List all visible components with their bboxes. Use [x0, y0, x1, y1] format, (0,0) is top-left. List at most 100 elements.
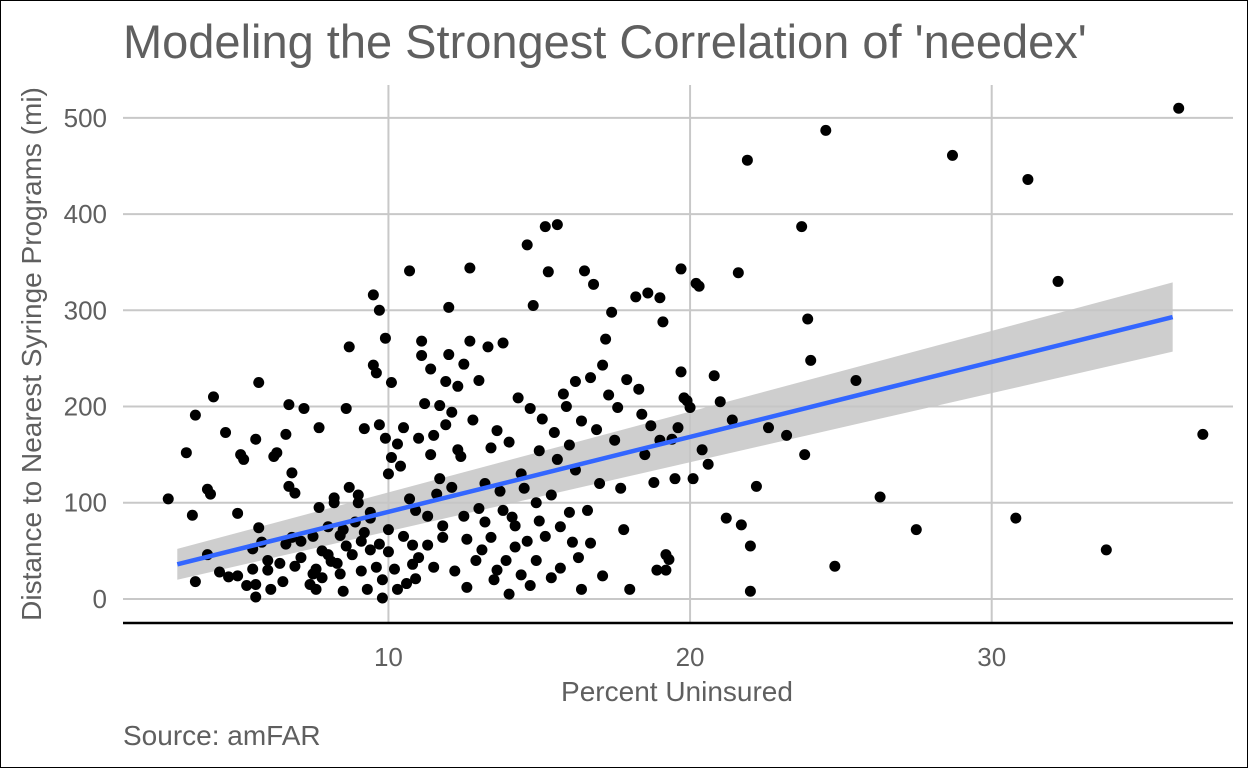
data-point [289, 560, 301, 572]
data-point [214, 566, 226, 578]
data-point [820, 124, 832, 136]
data-point [189, 576, 201, 588]
data-point [328, 492, 340, 504]
data-point [591, 424, 603, 436]
data-point [425, 363, 437, 375]
data-point [220, 426, 232, 438]
data-point [295, 552, 307, 564]
data-point [639, 449, 651, 461]
data-point [446, 406, 458, 418]
data-point [545, 489, 557, 501]
data-point [358, 423, 370, 435]
data-point [434, 473, 446, 485]
data-point [696, 444, 708, 456]
data-point [648, 477, 660, 489]
x-tick-label: 30 [977, 642, 1006, 672]
data-point [416, 350, 428, 362]
data-point [542, 266, 554, 278]
data-point [395, 460, 406, 472]
data-point [232, 507, 244, 519]
data-point [645, 420, 657, 432]
data-point [762, 422, 774, 434]
data-point [370, 561, 382, 573]
data-point [382, 546, 394, 558]
data-point [578, 265, 590, 277]
data-point [1052, 275, 1064, 287]
data-point [262, 564, 274, 576]
data-point [603, 389, 615, 401]
data-point [654, 292, 666, 304]
data-point [726, 414, 738, 426]
data-point [545, 572, 557, 584]
data-point [575, 415, 587, 427]
data-point [443, 349, 455, 361]
data-point [618, 524, 630, 536]
data-point [346, 549, 358, 561]
data-point [524, 579, 536, 591]
data-point [355, 565, 367, 577]
data-point [588, 278, 600, 290]
data-point [310, 563, 322, 575]
data-point [479, 516, 491, 528]
data-point [352, 497, 364, 509]
data-point [271, 447, 283, 459]
data-point [1010, 512, 1022, 524]
data-point [575, 583, 587, 595]
data-point [370, 367, 382, 379]
data-point [527, 299, 539, 311]
data-point [509, 541, 521, 553]
data-point [473, 375, 485, 387]
data-point [669, 473, 681, 485]
data-point [732, 267, 744, 279]
data-point [382, 468, 394, 480]
data-point [624, 583, 636, 595]
data-point [334, 568, 346, 580]
data-point [597, 570, 609, 582]
data-point [189, 409, 201, 421]
data-point [340, 402, 352, 414]
data-point [207, 391, 219, 403]
data-point [551, 219, 563, 231]
data-point [434, 400, 446, 412]
data-point [398, 530, 410, 542]
data-point [566, 536, 578, 548]
data-point [539, 221, 551, 233]
data-point [404, 493, 416, 505]
data-point [422, 539, 434, 551]
data-point [636, 408, 648, 420]
data-point [410, 573, 422, 585]
data-point [524, 402, 536, 414]
data-point [497, 337, 509, 349]
data-point [600, 333, 612, 345]
data-point [708, 370, 720, 382]
data-point [485, 442, 497, 454]
data-point [693, 280, 705, 292]
data-point [672, 422, 684, 434]
data-point [512, 392, 524, 404]
data-point [337, 585, 349, 597]
data-point [340, 540, 352, 552]
data-point [437, 520, 449, 532]
data-point [572, 552, 584, 564]
data-point [280, 428, 292, 440]
data-point [687, 473, 699, 485]
data-point [385, 452, 397, 464]
data-point [443, 301, 455, 313]
data-point [609, 434, 621, 446]
data-point [675, 366, 687, 378]
data-point [597, 359, 609, 371]
data-point [452, 380, 464, 392]
data-point [373, 538, 385, 550]
data-point [289, 487, 301, 499]
data-point [385, 376, 397, 388]
data-point [391, 583, 403, 595]
data-point [376, 574, 388, 586]
data-point [714, 396, 726, 408]
data-point [428, 429, 440, 441]
data-point [539, 530, 551, 542]
data-point [1022, 173, 1034, 185]
y-tick-label: 0 [93, 584, 107, 614]
data-point [482, 341, 494, 353]
data-point [910, 524, 922, 536]
